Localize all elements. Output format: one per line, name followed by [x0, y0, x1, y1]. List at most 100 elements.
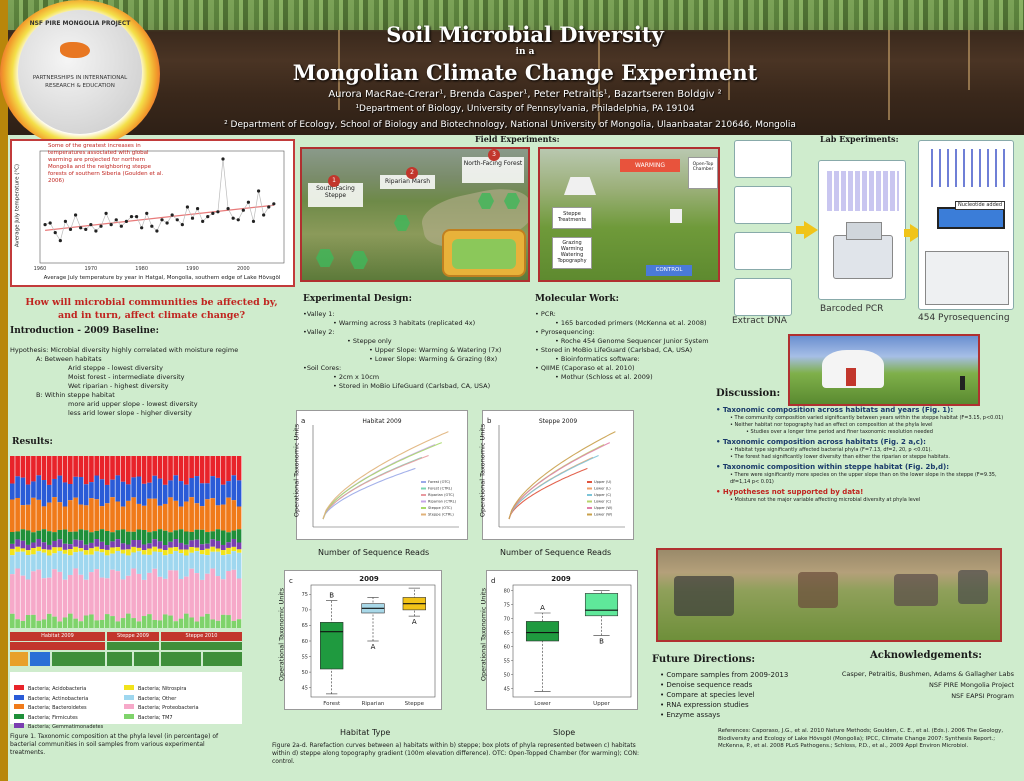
bar-segment [199, 616, 205, 628]
plot-c-label: c [289, 577, 293, 585]
plot-c-title: 2009 [359, 575, 379, 583]
open-top-chamber-photo: WARMING Open-Top Chamber Steppe Treatmen… [538, 147, 720, 282]
bar-segment [157, 576, 163, 621]
legend-label: Bacteria; Proteobacteria [138, 705, 199, 711]
list-item: • PCR: [535, 310, 556, 318]
discussion-detail: • The community composition varied signi… [730, 415, 1004, 421]
data-point [236, 218, 240, 222]
strip-label: Habitat 2009 [10, 632, 105, 641]
legend-label: Steppe (CTRL) [428, 513, 454, 517]
tick-label: 60 [504, 644, 510, 650]
list-item: Hypothesis: Microbial diversity highly c… [10, 346, 239, 354]
bar-segment [52, 616, 57, 628]
plot-c-xlabel: Habitat Type [340, 728, 391, 737]
bar-segment [178, 618, 184, 628]
data-point [226, 207, 230, 211]
list-item: • Bioinformatics software: [555, 355, 640, 363]
bar-segment [215, 456, 221, 478]
bar-segment [83, 505, 89, 531]
bar-segment [126, 613, 131, 628]
bar-segment [231, 538, 237, 547]
bar-segment [141, 554, 147, 580]
bar-segment [152, 531, 158, 540]
bar-segment [141, 579, 147, 617]
bar-segment [178, 529, 184, 543]
extraction-tube-icon [734, 278, 792, 316]
bar-segment [20, 477, 26, 506]
bar-segment [41, 549, 47, 553]
bar-segment [52, 497, 57, 533]
bar-segment [168, 480, 173, 498]
bar-segment [157, 478, 163, 506]
trend-line [45, 204, 274, 231]
bar-segment [147, 456, 152, 483]
list-item: less arid lower slope - higher diversity [68, 409, 192, 417]
bar-segment [41, 542, 47, 550]
bar-segment [173, 475, 179, 501]
references: References: Caporaso, J.G., et al. 2010 … [718, 728, 1004, 749]
molecular-heading: Molecular Work: [535, 294, 619, 304]
bar-segment [110, 569, 115, 617]
bar-segment [68, 549, 73, 556]
bar-segment [94, 620, 100, 628]
bar-segment [94, 475, 100, 500]
bar-segment [57, 529, 63, 540]
bar-segment [205, 499, 210, 533]
list-item: • Lower Slope: Warming & Grazing (8x) [369, 355, 498, 363]
bar-segment [31, 554, 36, 572]
bar-segment [184, 576, 189, 614]
legend-swatch [421, 500, 426, 503]
bar-segment [126, 531, 131, 545]
data-point [104, 211, 108, 215]
category-label: Upper [593, 701, 610, 707]
bar-segment [157, 552, 163, 577]
bar-segment [78, 551, 84, 575]
data-point [53, 231, 57, 235]
list-item: • Stored in MoBio LifeGuard (Carlsbad, C… [333, 382, 491, 390]
herder-group-icon [894, 574, 938, 606]
bar-segment [62, 543, 68, 550]
bar-segment [157, 541, 163, 549]
bar-segment [131, 546, 136, 553]
bar-segment [25, 456, 31, 485]
bar-segment [20, 551, 26, 576]
steppe-treatments-label: Steppe Treatments [552, 207, 592, 229]
bar-segment [194, 539, 200, 548]
bar-segment [20, 456, 26, 478]
plot-c-ylabel: Operational Taxonomic Units [277, 587, 286, 682]
bar-segment [194, 476, 200, 504]
bar-segment [83, 579, 89, 616]
legend-swatch [14, 723, 24, 728]
list-item: • Compare at species level [660, 691, 755, 699]
bar-segment [25, 530, 31, 545]
bar-segment [226, 497, 231, 533]
bar-segment [78, 456, 84, 478]
extraction-tube-icon [734, 140, 792, 178]
bar-segment [115, 547, 121, 552]
data-point [190, 216, 195, 220]
bar-segment [73, 539, 78, 547]
legend-label: Upper (U) [594, 480, 612, 484]
bar-segment [210, 456, 216, 477]
category-label: Forest [323, 701, 341, 707]
bar-segment [199, 506, 205, 530]
tick-label: 55 [302, 654, 308, 660]
bar-segment [126, 456, 131, 485]
bar-segment [205, 548, 210, 556]
design-list: •Valley 1: • Warming across 3 habitats (r… [303, 310, 528, 391]
herder-group-icon [674, 576, 734, 616]
bar-segment [10, 483, 15, 500]
root-line [338, 30, 340, 110]
strip-sub [107, 642, 159, 650]
bar-segment [83, 615, 89, 628]
bar-segment [141, 616, 147, 628]
boxplot-c: 45 50 55 60 65 70 75 B Forest A Riparian A Steppe c … [284, 570, 442, 710]
rarefaction-curve [508, 456, 594, 520]
bar-segment [78, 540, 84, 549]
tick-label: 50 [302, 670, 308, 676]
herders-photo [656, 548, 1002, 642]
bar-segment [210, 568, 216, 620]
data-point [124, 219, 129, 223]
bar-segment [226, 481, 231, 498]
bar-segment [141, 529, 147, 545]
